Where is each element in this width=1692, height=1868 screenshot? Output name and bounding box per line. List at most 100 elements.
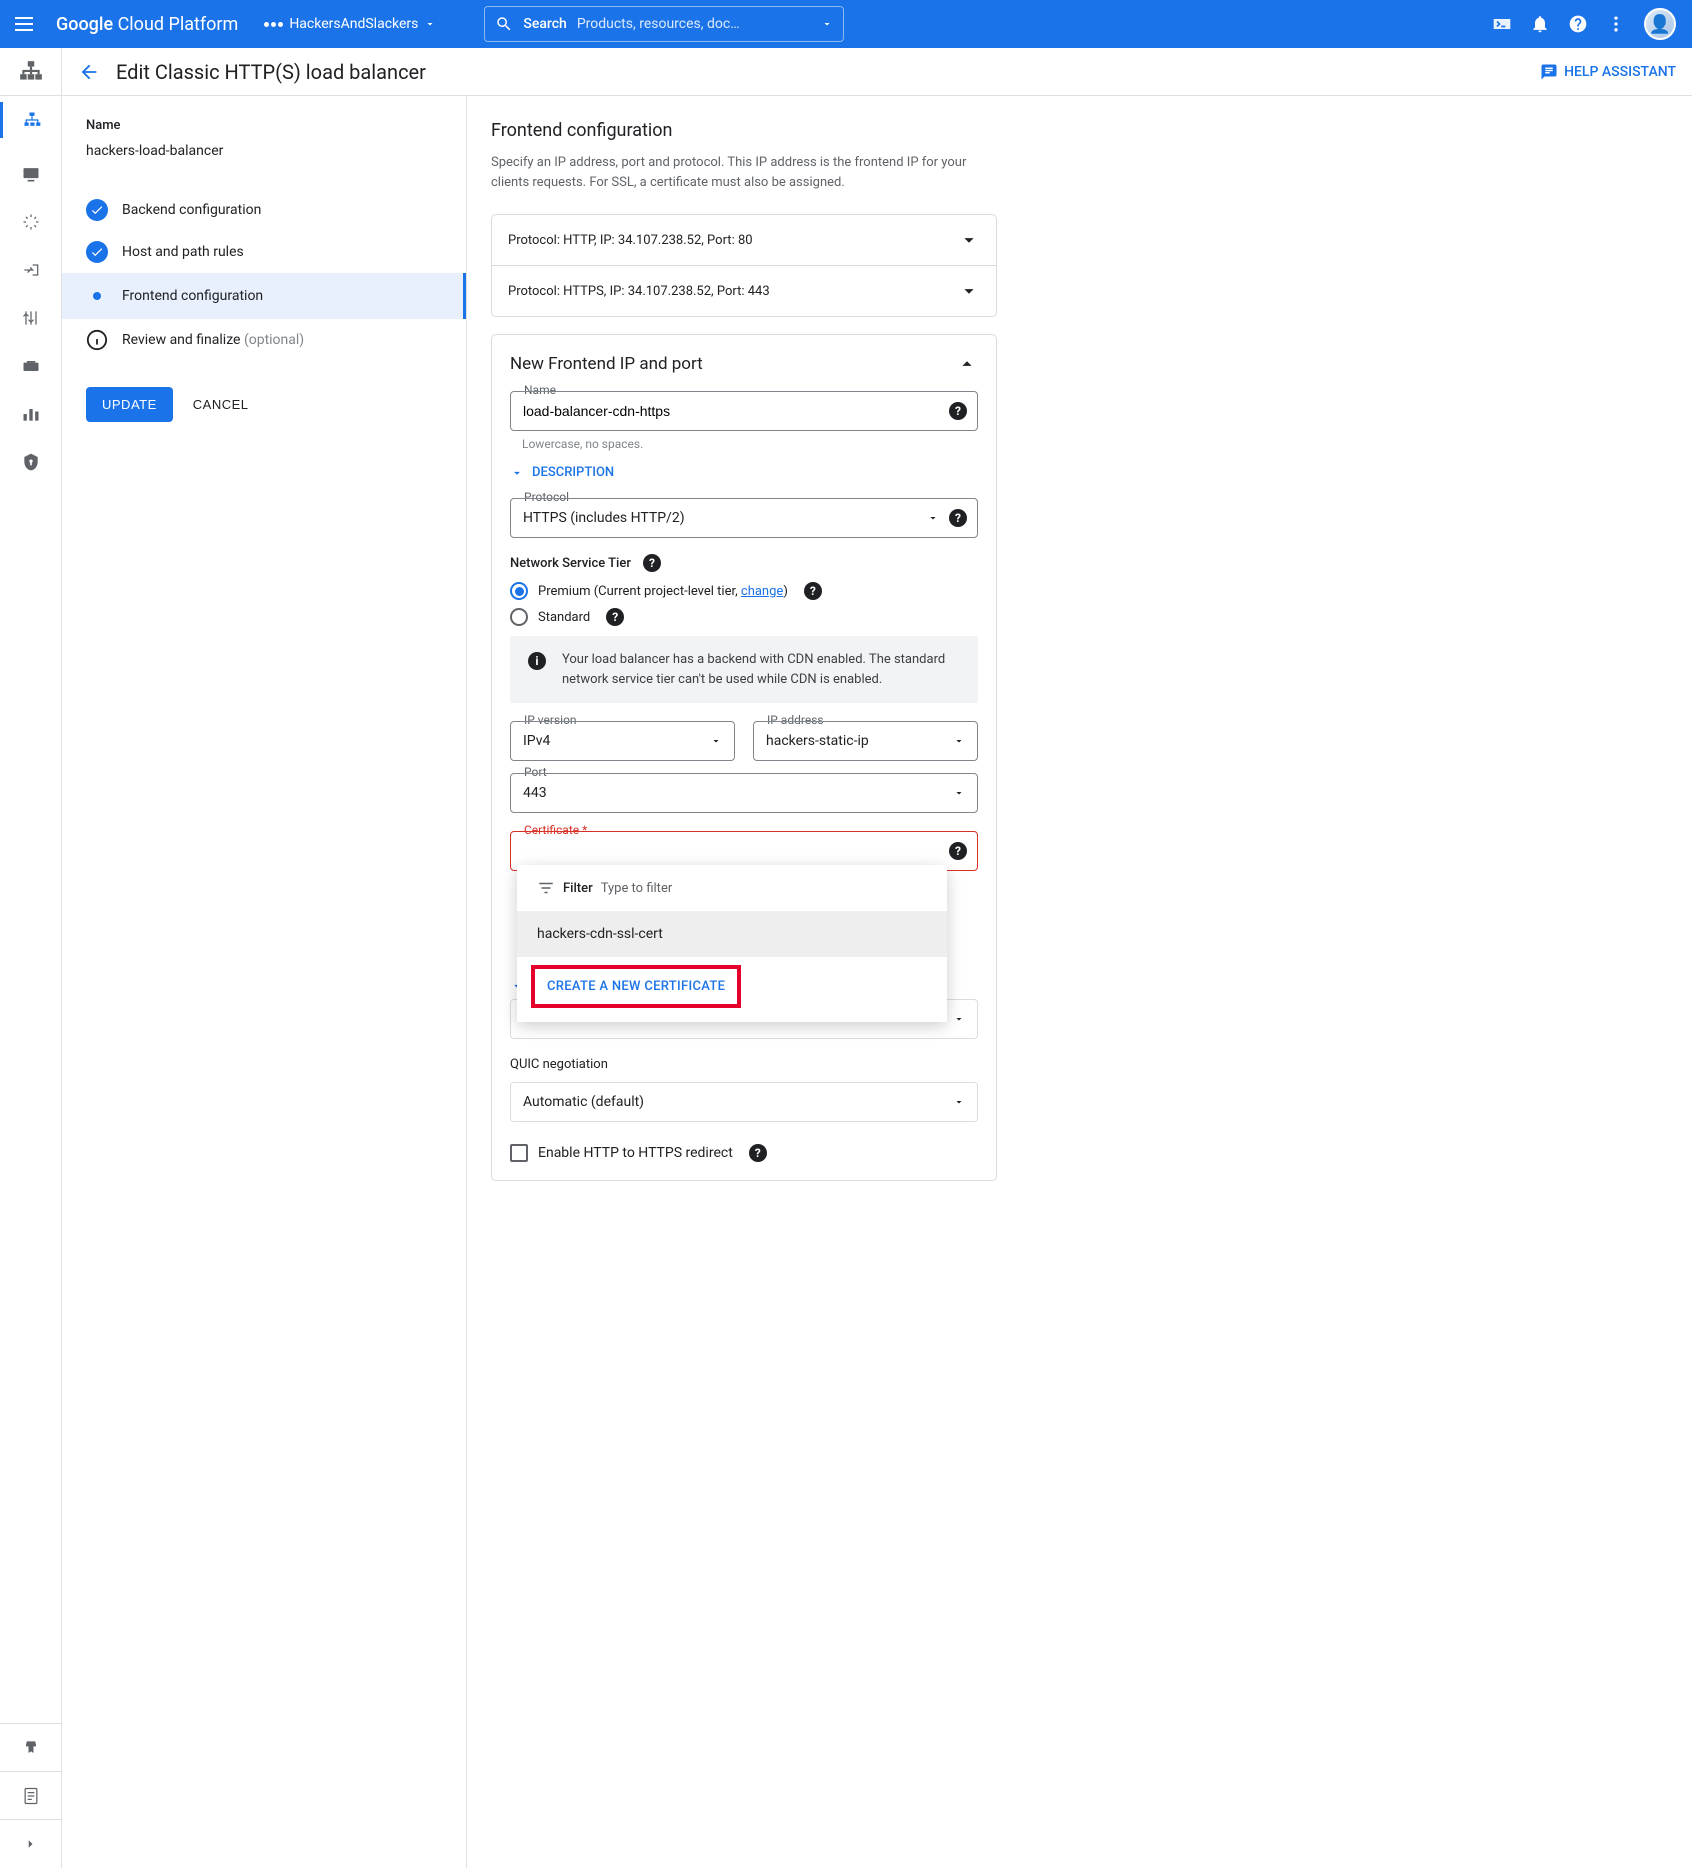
rail-release-notes[interactable] (0, 1772, 61, 1820)
rail-load-balancing[interactable] (0, 102, 62, 138)
quic-label: QUIC negotiation (510, 1057, 978, 1072)
project-picker[interactable]: HackersAndSlackers (264, 16, 436, 32)
search-icon (495, 15, 513, 33)
radio-off-icon (510, 608, 528, 626)
help-icon[interactable]: ? (643, 554, 661, 572)
protocol-field[interactable]: Protocol HTTPS (includes HTTP/2) ? (510, 498, 978, 538)
quic-value: Automatic (default) (523, 1094, 644, 1110)
step-label: Host and path rules (122, 244, 244, 260)
name-helper: Lowercase, no spaces. (522, 437, 978, 451)
tier-label: Network Service Tier ? (510, 554, 978, 572)
help-icon[interactable] (1568, 14, 1588, 34)
tier-info-banner: i Your load balancer has a backend with … (510, 636, 978, 703)
frontend-row-http[interactable]: Protocol: HTTP, IP: 34.107.238.52, Port:… (491, 214, 997, 266)
section-desc: Specify an IP address, port and protocol… (491, 153, 997, 192)
checkbox-label: Enable HTTP to HTTPS redirect (538, 1145, 733, 1161)
active-dot-icon (86, 285, 108, 307)
certificate-option[interactable]: hackers-cdn-ssl-cert (517, 912, 947, 956)
avatar[interactable]: 👤 (1644, 8, 1676, 40)
left-panel: Name hackers-load-balancer Backend confi… (62, 96, 467, 1868)
frontend-row-https[interactable]: Protocol: HTTPS, IP: 34.107.238.52, Port… (491, 265, 997, 317)
help-assistant-button[interactable]: HELP ASSISTANT (1540, 63, 1676, 81)
search-bar[interactable]: Search Products, resources, doc… (484, 6, 844, 42)
radio-on-icon (510, 582, 528, 600)
rail-item-2[interactable] (19, 162, 43, 186)
caret-down-icon (710, 735, 722, 747)
help-icon[interactable]: ? (949, 402, 967, 420)
page-title: Edit Classic HTTP(S) load balancer (116, 60, 426, 84)
description-toggle[interactable]: DESCRIPTION (510, 465, 978, 480)
name-value: hackers-load-balancer (86, 143, 442, 159)
step-label: Frontend configuration (122, 288, 263, 304)
quic-field[interactable]: Automatic (default) (510, 1082, 978, 1122)
https-redirect-checkbox[interactable]: Enable HTTP to HTTPS redirect ? (510, 1144, 978, 1162)
check-icon (86, 199, 108, 221)
help-icon[interactable]: ? (749, 1144, 767, 1162)
help-icon[interactable]: ? (804, 582, 822, 600)
rail-item-3[interactable] (19, 210, 43, 234)
row-text: Protocol: HTTP, IP: 34.107.238.52, Port:… (508, 233, 753, 248)
protocol-value: HTTPS (includes HTTP/2) (523, 510, 685, 526)
menu-button[interactable] (8, 8, 40, 40)
help-icon[interactable]: ? (949, 509, 967, 527)
checkbox-icon (510, 1144, 528, 1162)
project-name: HackersAndSlackers (289, 16, 418, 32)
rail-item-7[interactable] (19, 402, 43, 426)
step-frontend[interactable]: Frontend configuration (62, 273, 466, 319)
rail-expand[interactable] (0, 1820, 61, 1868)
step-label: Backend configuration (122, 202, 261, 218)
ipversion-field[interactable]: IP version IPv4 (510, 721, 735, 761)
filter-row[interactable]: Filter Type to filter (517, 865, 947, 912)
help-assistant-label: HELP ASSISTANT (1564, 64, 1676, 80)
filter-icon (537, 879, 555, 897)
rail-marketplace[interactable] (0, 1724, 61, 1772)
more-icon[interactable] (1606, 14, 1626, 34)
caret-down-icon (424, 18, 436, 30)
port-value: 443 (523, 785, 547, 801)
name-input[interactable] (523, 403, 937, 419)
back-arrow-icon[interactable] (78, 61, 100, 83)
rail-item-8[interactable] (19, 450, 43, 474)
search-placeholder: Products, resources, doc… (577, 16, 740, 32)
new-frontend-card: New Frontend IP and port Name ? Lowercas… (491, 334, 997, 1181)
info-icon (86, 329, 108, 351)
port-field[interactable]: Port 443 (510, 773, 978, 813)
step-review[interactable]: Review and finalize (optional) (86, 319, 442, 361)
desc-link-label: DESCRIPTION (532, 465, 614, 480)
create-certificate-button[interactable]: CREATE A NEW CERTIFICATE (531, 965, 741, 1008)
cancel-button[interactable]: CANCEL (193, 397, 249, 412)
check-icon (86, 241, 108, 263)
tier-standard-radio[interactable]: Standard ? (510, 608, 978, 626)
card-title: New Frontend IP and port (510, 354, 703, 374)
step-hostpath[interactable]: Host and path rules (86, 231, 442, 273)
network-services-icon[interactable] (18, 59, 44, 85)
app-header: Google Cloud Platform HackersAndSlackers… (0, 0, 1692, 48)
caret-down-icon (953, 787, 965, 799)
change-link[interactable]: change (741, 584, 783, 599)
chevron-up-icon[interactable] (956, 353, 978, 375)
certificate-field[interactable]: Certificate * ? Filter Type to filter ha… (510, 831, 978, 871)
step-optional: (optional) (244, 332, 304, 348)
tier-premium-radio[interactable]: Premium (Current project-level tier, cha… (510, 582, 978, 600)
header-icons: 👤 (1492, 8, 1684, 40)
rail-item-4[interactable] (19, 258, 43, 282)
caret-down-icon (953, 1096, 965, 1108)
step-backend[interactable]: Backend configuration (86, 189, 442, 231)
rail-item-6[interactable] (19, 354, 43, 378)
ipaddress-field[interactable]: IP address hackers-static-ip (753, 721, 978, 761)
chevron-down-icon (958, 229, 980, 251)
notifications-icon[interactable] (1530, 14, 1550, 34)
cloud-shell-icon[interactable] (1492, 14, 1512, 34)
update-button[interactable]: UPDATE (86, 387, 173, 422)
search-label: Search (523, 16, 566, 32)
gcp-logo: Google Cloud Platform (56, 14, 238, 35)
help-icon[interactable]: ? (606, 608, 624, 626)
row-text: Protocol: HTTPS, IP: 34.107.238.52, Port… (508, 284, 770, 299)
help-icon[interactable]: ? (949, 842, 967, 860)
rail-item-5[interactable] (19, 306, 43, 330)
name-field: Name ? (510, 391, 978, 431)
caret-down-icon (953, 735, 965, 747)
info-icon: i (528, 652, 546, 670)
chat-icon (1540, 63, 1558, 81)
caret-down-icon (821, 18, 833, 30)
